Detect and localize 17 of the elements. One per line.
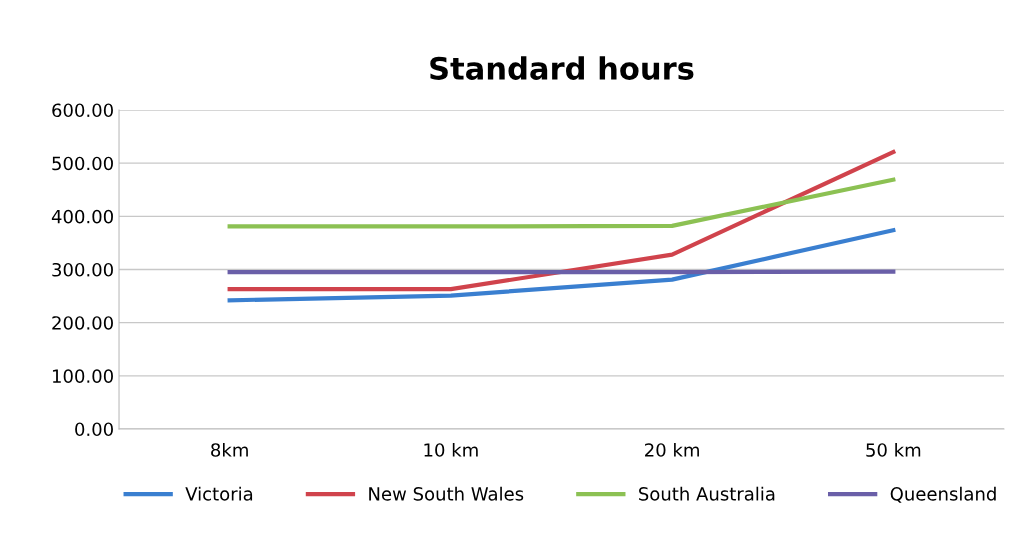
x-tick-label: 10 km <box>424 442 478 457</box>
y-tick-label: 600.00 <box>52 103 113 118</box>
x-tick-label: 50 km <box>866 442 921 457</box>
y-tick-label: 0.00 <box>75 422 113 437</box>
legend-label: Victoria <box>185 486 253 501</box>
chart-title: Standard hours <box>430 56 694 80</box>
x-tick-label: 8km <box>211 442 248 457</box>
y-tick-label: 100.00 <box>52 369 113 383</box>
y-tick-label: 300.00 <box>52 262 113 277</box>
x-tick-label: 20 km <box>645 442 699 457</box>
legend-label: South Australia <box>639 486 775 501</box>
legend-label: Queensland <box>890 486 996 503</box>
y-tick-label: 500.00 <box>52 156 113 171</box>
y-tick-label: 200.00 <box>52 316 113 330</box>
line-series <box>227 228 896 303</box>
y-tick-label: 400.00 <box>51 209 113 224</box>
legend-label: New South Wales <box>369 486 524 501</box>
